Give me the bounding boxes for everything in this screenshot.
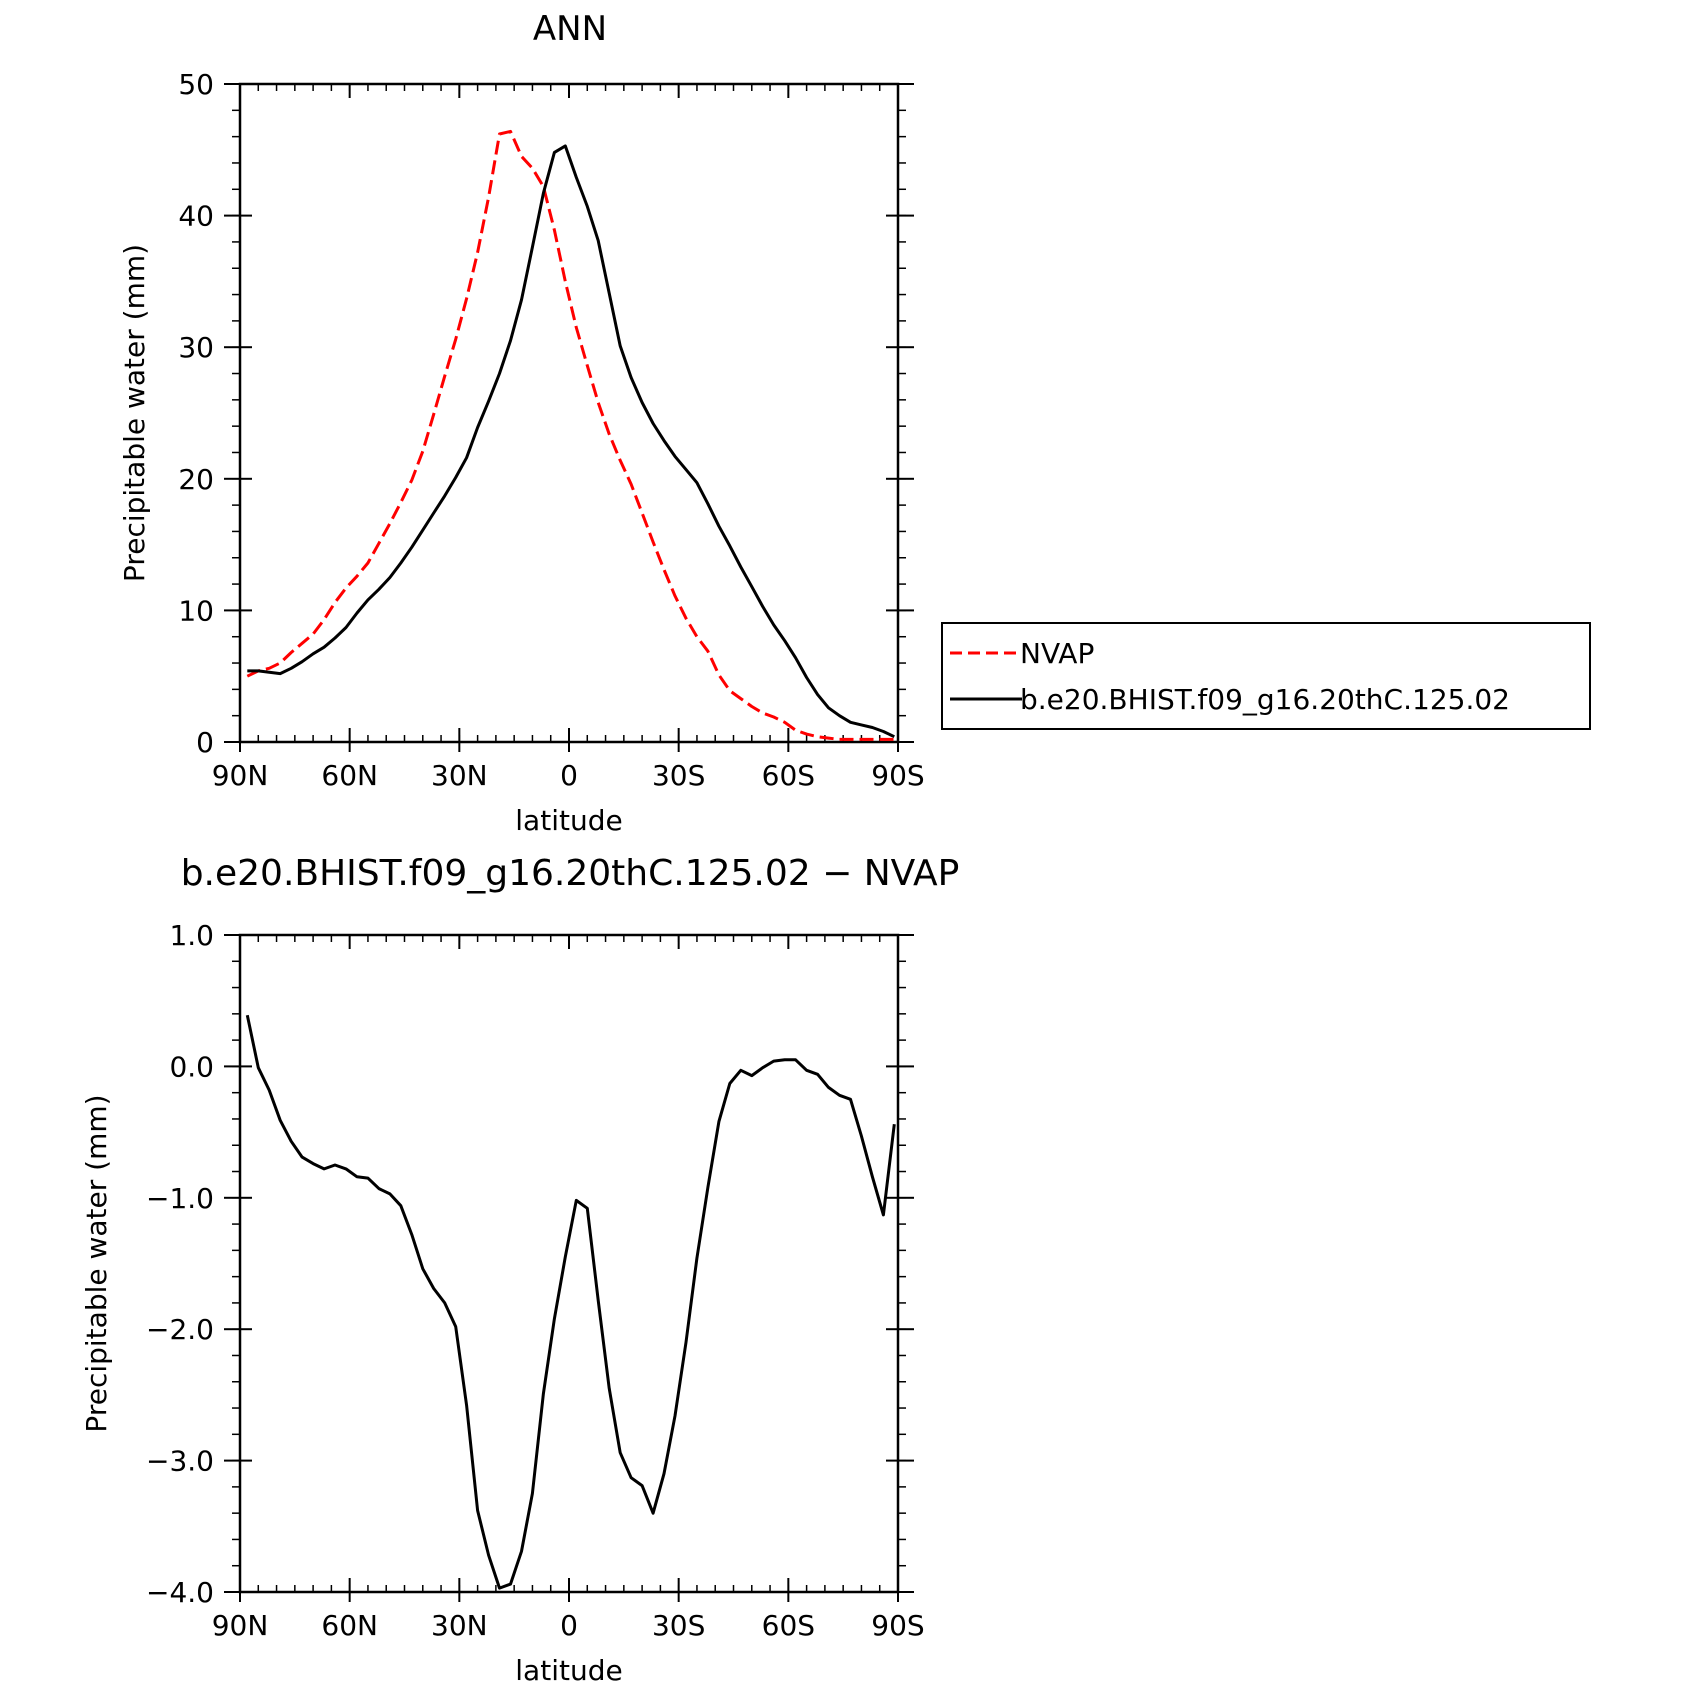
- y-tick-label: −2.0: [146, 1313, 214, 1346]
- x-tick-label: 30S: [652, 1609, 705, 1642]
- series-line-1: [247, 144, 895, 739]
- y-tick-label: −3.0: [146, 1445, 214, 1478]
- x-tick-label: 30N: [431, 1609, 488, 1642]
- x-tick-label: 60S: [762, 1609, 815, 1642]
- x-tick-label: 90S: [871, 1609, 924, 1642]
- y-tick-label: 40: [178, 200, 214, 233]
- y-tick-label: 1.0: [169, 919, 214, 952]
- y-tick-label: 20: [178, 463, 214, 496]
- x-axis-label: latitude: [515, 804, 622, 837]
- series-line-0: [245, 1014, 896, 1590]
- legend-box: [941, 622, 1591, 730]
- legend: NVAP b.e20.BHIST.f09_g16.20thC.125.02: [941, 622, 1591, 730]
- x-axis-label: latitude: [515, 1654, 622, 1687]
- x-tick-label: 90S: [871, 759, 924, 792]
- panel-annual-mean: 90N 60N 30N 0 30S 60S 90S 0 10 20 30 40 50 ANN latitud…: [118, 9, 925, 837]
- y-tick-label: 10: [178, 594, 214, 627]
- x-tick-label: 60S: [762, 759, 815, 792]
- chart-title: b.e20.BHIST.f09_g16.20thC.125.02 − NVAP: [181, 853, 960, 894]
- x-tick-label: 0: [560, 1609, 578, 1642]
- y-tick-label: 0: [196, 726, 214, 759]
- x-tick-label: 30S: [652, 759, 705, 792]
- y-tick-label: 30: [178, 331, 214, 364]
- series-line-0: [246, 129, 895, 741]
- legend-label-0: NVAP: [1020, 637, 1094, 670]
- legend-label-1: b.e20.BHIST.f09_g16.20thC.125.02: [1020, 683, 1510, 716]
- y-tick-label: −4.0: [146, 1576, 214, 1609]
- x-tick-label: 60N: [321, 1609, 378, 1642]
- x-tick-label: 0: [560, 759, 578, 792]
- x-tick-label: 90N: [212, 759, 269, 792]
- y-tick-label: 0.0: [169, 1050, 214, 1083]
- plot-frame: [238, 82, 900, 744]
- y-axis-label: Precipitable water (mm): [80, 1094, 113, 1432]
- x-tick-label: 60N: [321, 759, 378, 792]
- y-axis-label: Precipitable water (mm): [118, 244, 151, 582]
- panel-difference: 90N 60N 30N 0 30S 60S 90S 1.0 0.0 −1.0 −2.0 −3.0 −4.…: [80, 853, 959, 1687]
- plot-frame: [238, 933, 900, 1594]
- y-tick-label: 50: [178, 68, 214, 101]
- x-tick-label: 90N: [212, 1609, 269, 1642]
- chart-title: ANN: [533, 9, 607, 49]
- y-tick-label: −1.0: [146, 1182, 214, 1215]
- x-tick-label: 30N: [431, 759, 488, 792]
